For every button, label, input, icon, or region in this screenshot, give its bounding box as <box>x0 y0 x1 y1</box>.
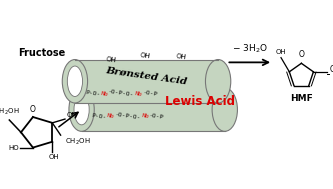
Text: OH: OH <box>139 52 151 60</box>
Ellipse shape <box>212 88 237 131</box>
Text: Lewis Acid: Lewis Acid <box>165 95 235 108</box>
Text: P-O-: P-O- <box>85 90 101 97</box>
Ellipse shape <box>69 88 94 131</box>
Ellipse shape <box>62 60 88 103</box>
Ellipse shape <box>205 60 231 103</box>
Text: OH: OH <box>106 56 117 63</box>
Text: -O-P-O-: -O-P-O- <box>115 112 141 121</box>
Text: CH$_2$OH: CH$_2$OH <box>65 137 91 147</box>
Ellipse shape <box>67 66 83 97</box>
Text: HMF: HMF <box>290 94 313 103</box>
Text: -O-P: -O-P <box>143 90 158 97</box>
Text: OH: OH <box>176 53 187 60</box>
Text: Nb: Nb <box>135 91 143 97</box>
Text: Nb: Nb <box>100 91 108 97</box>
Text: O: O <box>330 65 333 74</box>
Text: O: O <box>30 105 36 114</box>
Text: OH: OH <box>49 154 59 160</box>
Text: P-O-: P-O- <box>92 113 107 120</box>
Text: Nb: Nb <box>142 113 150 119</box>
Text: -O-P-O-: -O-P-O- <box>108 89 135 98</box>
Text: O: O <box>298 50 304 59</box>
Text: Nb: Nb <box>107 113 115 119</box>
Text: HO: HO <box>8 145 19 151</box>
Text: $\mathregular{-\ 3H_2O}$: $\mathregular{-\ 3H_2O}$ <box>232 43 268 55</box>
Text: Fructose: Fructose <box>18 48 66 58</box>
Bar <box>82 88 225 131</box>
Text: CH$_2$OH: CH$_2$OH <box>0 107 20 117</box>
Text: OH: OH <box>67 112 77 118</box>
Text: Brønsted Acid: Brønsted Acid <box>105 65 188 86</box>
Text: OH: OH <box>276 49 286 55</box>
Text: -O-P: -O-P <box>149 113 165 120</box>
Bar <box>75 60 218 103</box>
Ellipse shape <box>74 94 89 125</box>
